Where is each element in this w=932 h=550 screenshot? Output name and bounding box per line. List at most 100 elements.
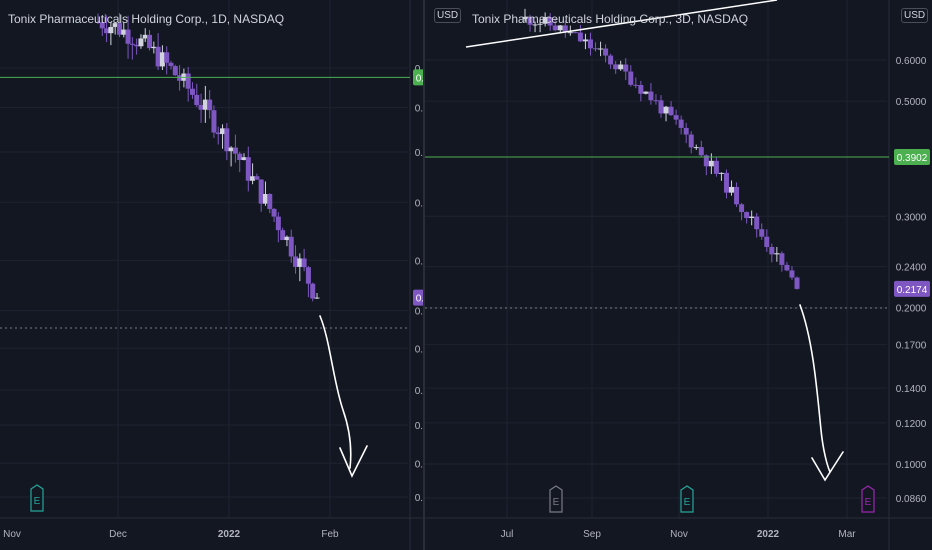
candle-body	[172, 66, 178, 76]
level-price-badge	[413, 69, 423, 86]
candle-body	[723, 172, 729, 193]
candle-body	[744, 212, 750, 219]
left-chart-pane[interactable]: 0.40000.36000.32000.28000.24000.21000.19…	[0, 0, 423, 550]
candle-body	[789, 270, 795, 278]
candle-body	[658, 100, 664, 114]
earnings-marker-icon	[549, 485, 563, 513]
y-tick-label: 0.1550	[415, 421, 423, 432]
y-tick-label: 0.2400	[415, 256, 423, 267]
candle-body	[237, 153, 243, 161]
x-tick-label: Mar	[838, 529, 856, 540]
projection-arrow	[319, 315, 368, 478]
candle-body	[284, 236, 290, 241]
candle-body	[764, 236, 770, 247]
candle-body	[301, 258, 307, 268]
candle-body	[271, 208, 277, 217]
candle-body	[587, 39, 593, 49]
earnings-marker-label: E	[553, 497, 560, 508]
candle-body	[232, 147, 238, 154]
candle-body	[99, 22, 105, 29]
last-price-label: 0.2174	[416, 294, 423, 305]
candle-body	[288, 236, 294, 257]
candle-body	[673, 115, 679, 120]
last-price-badge	[894, 280, 930, 297]
left-chart-title: Tonix Pharmaceuticals Holding Corp., 1D,…	[8, 12, 285, 26]
x-tick-label: 2022	[218, 529, 241, 540]
earnings-marker-icon	[30, 484, 44, 512]
candle-body	[562, 25, 568, 33]
candle-body	[297, 258, 303, 267]
candle-body	[532, 24, 538, 26]
level-price-label: 0.3902	[897, 153, 928, 164]
y-tick-label: 0.2100	[415, 307, 423, 318]
right-chart-title: Tonix Pharmaceuticals Holding Corp., 3D,…	[472, 12, 749, 26]
candle-body	[794, 277, 800, 289]
right-chart-pane[interactable]: 0.6000 0.5000 0.3000 0.2400 0.2000 0.1700 0.14…	[425, 0, 932, 550]
right-chart-svg[interactable]: 0.6000 0.5000 0.3000 0.2400 0.2000 0.1700 0.14…	[425, 0, 932, 550]
candle-body	[608, 55, 614, 65]
last-price-badge	[413, 289, 423, 306]
candle-body	[147, 34, 153, 49]
candle-body	[713, 160, 719, 174]
candle-body	[618, 64, 624, 70]
left-currency-badge[interactable]: USD	[434, 8, 462, 23]
x-tick-label: Nov	[3, 529, 21, 540]
candle-body	[138, 38, 144, 47]
candle-body	[784, 264, 790, 271]
y-tick-label: 0.1700	[415, 386, 423, 397]
projection-arrow	[799, 304, 844, 482]
candle-body	[198, 105, 204, 110]
candle-body	[537, 23, 543, 25]
candle-body	[552, 25, 558, 31]
earnings-marker-label: E	[865, 497, 872, 508]
candle-body	[623, 64, 629, 72]
candle-body	[207, 99, 213, 111]
candle-body	[703, 155, 709, 167]
candle-body	[749, 216, 755, 219]
candle-body	[168, 62, 174, 67]
candle-body	[194, 94, 200, 106]
y-tick-label: 0.1900	[415, 344, 423, 355]
candle-body	[577, 32, 583, 42]
right-currency-badge[interactable]: USD	[901, 8, 929, 23]
candle-body	[185, 73, 191, 89]
candle-body	[633, 84, 639, 86]
candle-body	[241, 157, 247, 161]
x-tick-label: Jul	[501, 529, 514, 540]
earnings-marker-label: E	[684, 497, 691, 508]
y-tick-label: 0.3200	[415, 148, 423, 159]
candle-body	[663, 106, 669, 114]
candle-body	[628, 71, 634, 85]
candle-body	[542, 17, 548, 24]
candle-body	[305, 267, 311, 284]
x-tick-label: Sep	[583, 529, 601, 540]
candle-body	[116, 23, 122, 35]
candle-body	[164, 52, 170, 63]
candle-body	[678, 119, 684, 128]
candle-body	[638, 85, 644, 94]
candle-body	[151, 46, 157, 49]
candle-body	[688, 134, 694, 148]
pane-divider[interactable]	[423, 0, 425, 550]
candle-body	[668, 106, 674, 116]
y-tick-label: 0.6000	[896, 56, 927, 67]
candle-body	[547, 17, 553, 26]
candle-body	[522, 16, 528, 19]
candle-body	[718, 172, 724, 174]
x-tick-label: Nov	[670, 529, 688, 540]
left-chart-svg[interactable]: 0.40000.36000.32000.28000.24000.21000.19…	[0, 0, 423, 550]
candle-body	[613, 64, 619, 70]
candle-body	[567, 32, 573, 34]
candle-body	[112, 23, 118, 27]
candle-body	[593, 48, 599, 50]
y-tick-label: 0.1000	[896, 460, 927, 471]
last-price-label: 0.2174	[897, 285, 928, 296]
candle-body	[734, 186, 740, 205]
candle-body	[258, 179, 264, 204]
y-tick-label: 0.1200	[896, 419, 927, 430]
candle-body	[177, 75, 183, 81]
candle-body	[603, 48, 609, 56]
y-tick-label: 0.1400	[415, 459, 423, 470]
candle-body	[125, 29, 131, 44]
y-tick-label: 0.0860	[896, 494, 927, 505]
